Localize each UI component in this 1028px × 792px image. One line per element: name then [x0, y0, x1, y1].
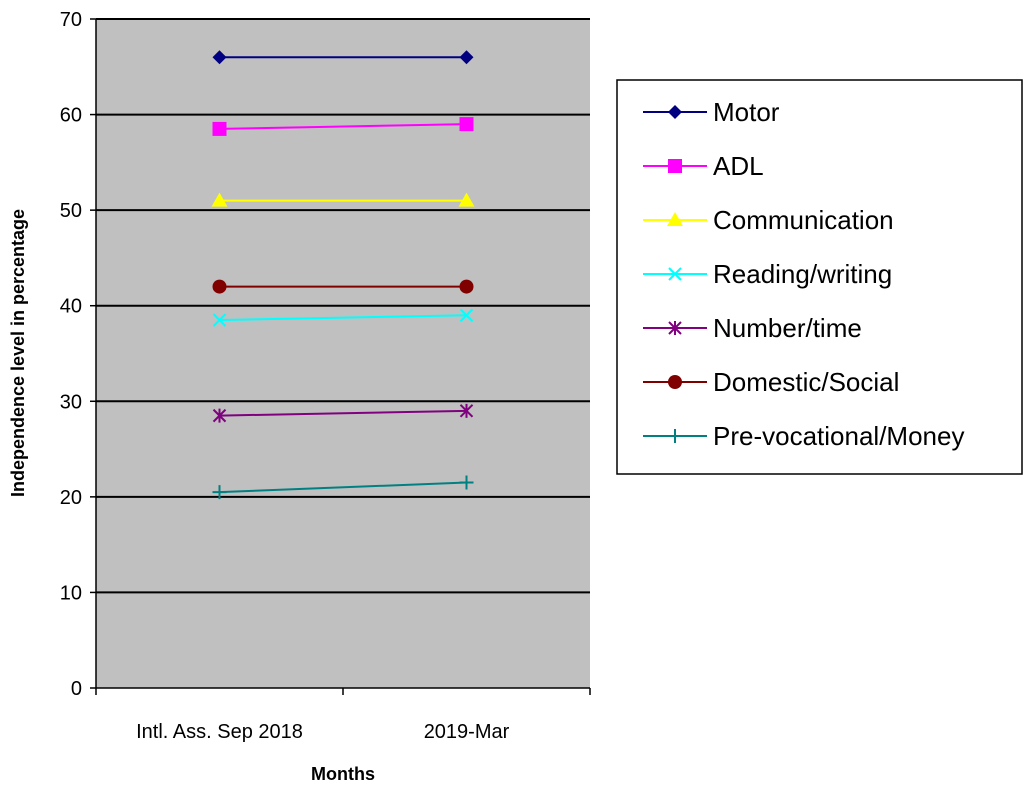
x-tick-label: Intl. Ass. Sep 2018: [136, 721, 303, 743]
series-adl: [212, 117, 474, 136]
legend-label: ADL: [713, 151, 764, 181]
legend-label: Pre-vocational/Money: [713, 421, 964, 451]
series-line: [219, 314, 467, 322]
plus-marker: [668, 429, 682, 443]
legend-item: Reading/writing: [643, 259, 892, 289]
legend-item: Motor: [643, 97, 780, 127]
y-tick-label: 50: [60, 200, 82, 222]
square-marker: [459, 117, 474, 132]
legend-label: Motor: [713, 97, 780, 127]
series-line: [219, 409, 467, 417]
legend-item: Pre-vocational/Money: [643, 421, 964, 451]
x-tick-labels: Intl. Ass. Sep 2018 2019-Mar: [136, 721, 510, 743]
series-reading-writing: [212, 308, 474, 327]
y-tick-labels: 0 10 20 30 40 50 60 70: [60, 9, 82, 700]
x-marker: [459, 308, 474, 322]
star-marker: [459, 403, 474, 418]
square-marker: [668, 159, 682, 173]
legend-label: Number/time: [713, 313, 862, 343]
series-group: [211, 50, 475, 500]
legend-item: Domestic/Social: [643, 367, 899, 397]
circle-marker: [212, 279, 227, 294]
triangle-marker: [667, 212, 683, 226]
star-marker: [212, 408, 227, 423]
axes: [90, 18, 591, 695]
y-tick-label: 0: [71, 678, 82, 700]
square-marker: [212, 121, 227, 136]
legend-label: Reading/writing: [713, 259, 892, 289]
series-number-time: [212, 403, 474, 423]
y-axis-title: Independence level in percentage: [8, 209, 28, 497]
x-axis-title: Months: [311, 764, 375, 784]
y-tick-label: 40: [60, 296, 82, 318]
series-motor: [212, 50, 474, 65]
circle-marker: [459, 279, 474, 294]
y-tick-label: 10: [60, 582, 82, 604]
series-pre-vocational-money: [212, 475, 474, 500]
x-marker: [668, 267, 682, 281]
gridlines: [96, 18, 590, 594]
series-communication: [211, 192, 475, 207]
legend-item: Number/time: [643, 313, 862, 343]
x-tick-label: 2019-Mar: [424, 721, 510, 743]
series-line: [219, 123, 467, 130]
plus-marker: [459, 475, 474, 490]
triangle-marker: [211, 192, 228, 207]
legend: Motor ADL Communication Reading/writing Numb…: [616, 79, 1023, 475]
legend-label: Domestic/Social: [713, 367, 899, 397]
series-line: [219, 481, 467, 494]
diamond-marker: [212, 50, 227, 65]
triangle-marker: [458, 192, 475, 207]
diamond-marker: [459, 50, 474, 65]
diamond-marker: [668, 105, 682, 119]
legend-box: [616, 79, 1023, 475]
y-tick-label: 30: [60, 391, 82, 413]
legend-item: Communication: [643, 205, 894, 235]
star-marker: [668, 321, 682, 335]
x-marker: [212, 313, 227, 327]
legend-label: Communication: [713, 205, 894, 235]
y-tick-label: 70: [60, 9, 82, 31]
plot-area: [96, 19, 590, 688]
series-domestic-social: [212, 279, 474, 294]
plus-marker: [212, 485, 227, 500]
y-tick-label: 60: [60, 105, 82, 127]
y-tick-label: 20: [60, 487, 82, 509]
legend-item: ADL: [643, 151, 764, 181]
circle-marker: [668, 375, 682, 389]
